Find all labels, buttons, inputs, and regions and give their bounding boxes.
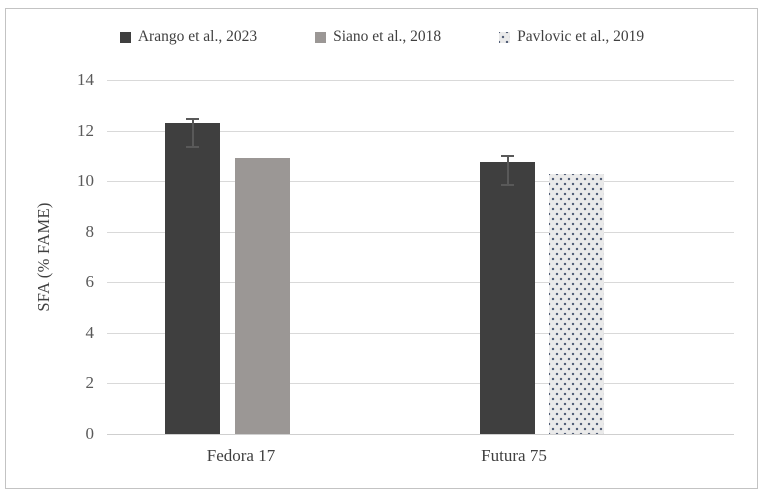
legend-label: Arango et al., 2023 (137, 28, 258, 45)
y-axis-title: SFA (% FAME) (34, 202, 53, 312)
error-bar-futura-75 (501, 154, 514, 187)
bar-pavlovic-futura-75 (549, 173, 604, 434)
bar-arango-fedora-17 (165, 123, 220, 434)
gridline-y-4 (107, 332, 734, 334)
category-label-fedora-17: Fedora 17 (206, 446, 276, 465)
bar-siano-fedora-17 (235, 158, 290, 434)
legend-swatch-icon (499, 31, 511, 43)
x-axis-line (107, 434, 734, 435)
error-bar-whisker (506, 154, 509, 187)
bar-arango-futura-75 (480, 162, 535, 434)
y-tick-label-2: 2 (85, 373, 95, 393)
error-bar-cap (186, 117, 199, 120)
y-tick-label-0: 0 (85, 424, 95, 443)
legend-swatch-icon (119, 31, 131, 43)
legend-label: Siano et al., 2018 (333, 28, 442, 45)
gridline-y-8 (107, 231, 734, 233)
legend-item-arango: Arango et al., 2023 (119, 28, 258, 46)
gridline-y-12 (107, 130, 734, 132)
legend-item-pavlovic: Pavlovic et al., 2019 (499, 28, 644, 46)
error-bar-cap (501, 184, 514, 187)
category-label-futura-75: Futura 75 (481, 446, 547, 465)
error-bar-cap (501, 154, 514, 157)
y-tick-label-6: 6 (85, 272, 95, 292)
error-bar-fedora-17 (186, 117, 199, 149)
error-bar-whisker (191, 117, 194, 149)
gridline-y-2 (107, 383, 734, 385)
gridline-y-6 (107, 282, 734, 284)
figure-border (5, 8, 758, 489)
legend-label: Pavlovic et al., 2019 (517, 28, 645, 45)
y-tick-label-14: 14 (77, 70, 94, 89)
y-tick-label-4: 4 (85, 322, 95, 342)
legend: Arango et al., 2023 Siano et al., 2018 Pav… (0, 27, 764, 47)
y-tick-label-8: 8 (85, 221, 95, 241)
plot-area (107, 80, 734, 435)
gridline-y-10 (107, 181, 734, 183)
legend-swatch-icon (315, 31, 327, 43)
y-tick-label-10: 10 (77, 171, 94, 191)
legend-item-siano: Siano et al., 2018 (315, 28, 441, 46)
error-bar-cap (186, 146, 199, 149)
y-tick-label-12: 12 (77, 120, 94, 140)
gridline-y-14 (107, 80, 734, 81)
